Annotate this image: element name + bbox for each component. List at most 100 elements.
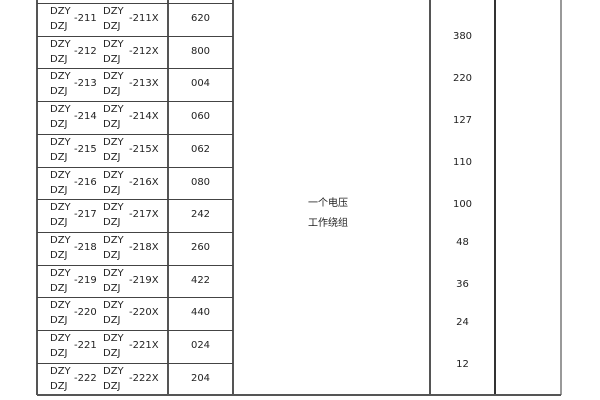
model-number: 062 — [190, 143, 211, 155]
model-prefix-b: DZJ — [50, 151, 68, 163]
model-prefix-d: DZJ — [103, 184, 121, 196]
table-row: DZY DZJ -218 DZY DZJ -218X 260 — [37, 232, 233, 265]
model-code: -212 — [74, 45, 97, 57]
model-prefix-d: DZJ — [103, 151, 121, 163]
model-prefix-d: DZJ — [103, 249, 121, 261]
table-border-bottom — [37, 394, 561, 396]
model-prefix-a: DZY — [50, 234, 71, 246]
row-divider — [37, 166, 233, 168]
model-number: 242 — [190, 209, 211, 221]
model-prefix-d: DZJ — [103, 217, 121, 229]
model-number: 060 — [190, 111, 211, 123]
model-prefix-b: DZJ — [50, 380, 68, 392]
voltage-value: 12 — [456, 359, 469, 370]
voltage-value: 220 — [452, 73, 473, 84]
model-number: 024 — [190, 340, 211, 351]
row-divider — [37, 35, 233, 37]
column-divider — [167, 0, 169, 395]
row-divider — [37, 3, 233, 4]
voltage-value: 100 — [452, 199, 473, 210]
table-row: DZY DZJ -214 DZY DZJ -214X 060 — [37, 101, 233, 134]
model-prefix-b: DZJ — [50, 53, 68, 65]
winding-description: 一个电压 工作绕组 — [233, 194, 430, 234]
model-prefix-c: DZY — [103, 6, 124, 17]
model-prefix-a: DZY — [50, 333, 71, 344]
model-prefix-a: DZY — [50, 136, 71, 148]
column-divider — [494, 0, 496, 395]
model-prefix-b: DZJ — [50, 315, 68, 327]
model-prefix-c: DZY — [103, 38, 124, 50]
table-row: DZY DZJ -216 DZY DZJ -216X 080 — [37, 167, 233, 200]
model-prefix-a: DZY — [50, 300, 71, 312]
table-border-right — [560, 0, 562, 395]
model-prefix-b: DZJ — [50, 282, 68, 294]
model-prefix-a: DZY — [50, 202, 71, 214]
model-code-x: -222X — [129, 372, 159, 384]
model-prefix-a: DZY — [50, 104, 71, 116]
model-prefix-d: DZJ — [103, 315, 121, 327]
model-prefix-b: DZJ — [50, 184, 68, 196]
model-code: -221 — [74, 340, 97, 351]
row-divider — [37, 199, 233, 201]
model-code: -220 — [74, 307, 97, 319]
voltage-value: 24 — [456, 317, 469, 328]
model-prefix-d: DZJ — [103, 348, 121, 359]
model-code: -218 — [74, 241, 97, 253]
model-prefix-c: DZY — [103, 104, 124, 116]
model-prefix-c: DZY — [103, 300, 124, 312]
model-prefix-d: DZJ — [103, 380, 121, 392]
table-row: DZY DZJ -220 DZY DZJ -220X 440 — [37, 297, 233, 330]
model-number: 620 — [190, 13, 211, 24]
model-number: 260 — [190, 241, 211, 253]
model-prefix-d: DZJ — [103, 282, 121, 294]
model-prefix-b: DZJ — [50, 249, 68, 261]
model-code-x: -211X — [129, 13, 159, 24]
model-code: -219 — [74, 274, 97, 286]
table-row: DZY DZJ -215 DZY DZJ -215X 062 — [37, 134, 233, 167]
row-divider — [37, 362, 233, 364]
model-prefix-c: DZY — [103, 136, 124, 148]
description-line-2: 工作绕组 — [308, 218, 348, 229]
model-code: -211 — [74, 13, 97, 24]
model-number: 080 — [190, 176, 211, 188]
model-number: 422 — [190, 274, 211, 286]
voltage-value: 380 — [452, 31, 473, 42]
row-divider — [37, 231, 233, 233]
model-prefix-d: DZJ — [103, 86, 121, 98]
voltage-value: 36 — [456, 279, 469, 290]
model-prefix-b: DZJ — [50, 119, 68, 131]
model-prefix-c: DZY — [103, 71, 124, 83]
table-row: DZY DZJ -213 DZY DZJ -213X 004 — [37, 68, 233, 101]
row-divider — [37, 330, 233, 331]
model-prefix-a: DZY — [50, 365, 71, 377]
model-prefix-c: DZY — [103, 267, 124, 279]
model-code-x: -219X — [129, 274, 159, 286]
row-divider — [37, 297, 233, 299]
model-code-x: -217X — [129, 209, 159, 221]
model-code-x: -213X — [129, 78, 159, 90]
table-row: DZY DZJ -212 DZY DZJ -212X 800 — [37, 36, 233, 69]
model-number: 440 — [190, 307, 211, 319]
model-prefix-a: DZY — [50, 6, 71, 17]
model-prefix-d: DZJ — [103, 53, 121, 65]
model-code: -213 — [74, 78, 97, 90]
model-number: 004 — [190, 78, 211, 90]
model-prefix-a: DZY — [50, 38, 71, 50]
row-divider — [37, 101, 233, 103]
table-border-left — [36, 0, 38, 395]
model-code-x: -221X — [129, 340, 159, 351]
model-prefix-a: DZY — [50, 71, 71, 83]
row-divider — [37, 68, 233, 70]
model-number: 204 — [190, 372, 211, 384]
model-code: -214 — [74, 111, 97, 123]
row-divider — [37, 133, 233, 135]
column-divider — [232, 0, 234, 395]
model-prefix-b: DZJ — [50, 348, 68, 359]
model-prefix-d: DZJ — [103, 21, 121, 32]
model-prefix-c: DZY — [103, 202, 124, 214]
model-code-x: -220X — [129, 307, 159, 319]
model-code: -216 — [74, 176, 97, 188]
model-prefix-a: DZY — [50, 267, 71, 279]
table-row: DZY DZJ -219 DZY DZJ -219X 422 — [37, 265, 233, 298]
model-code: -217 — [74, 209, 97, 221]
